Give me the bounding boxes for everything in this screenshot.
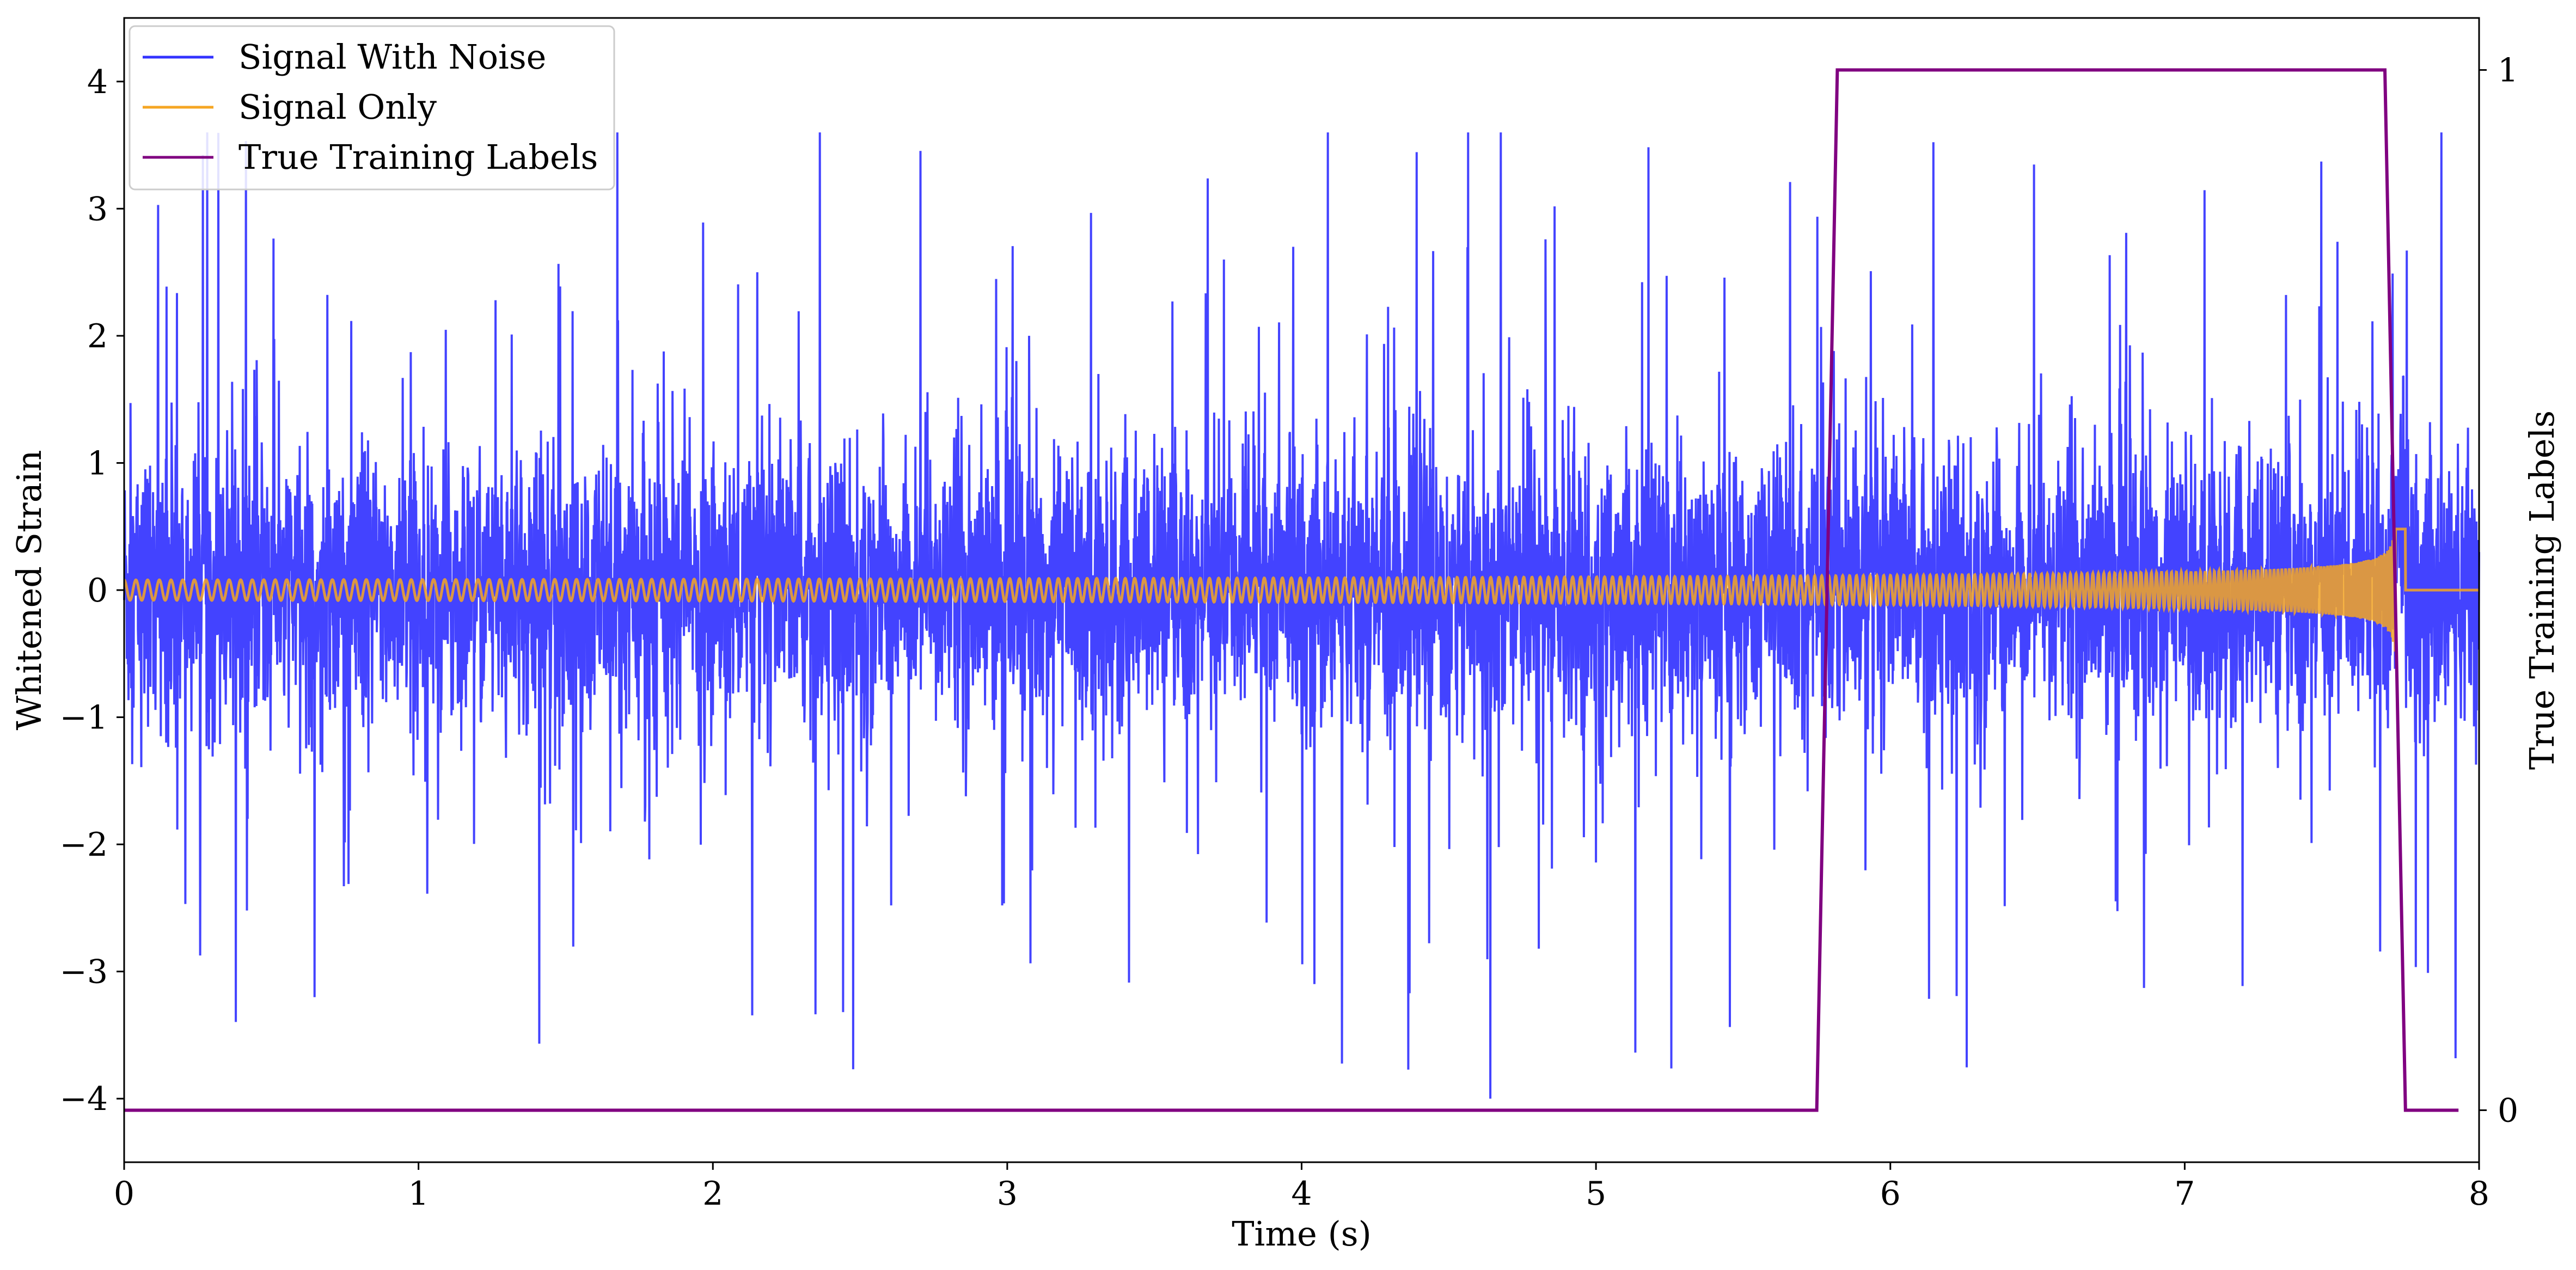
y-axis-label: Whitened Strain bbox=[9, 450, 49, 731]
y2-axis-label: True Training Labels bbox=[2522, 410, 2562, 770]
y-tick-label: −3 bbox=[60, 953, 108, 991]
legend: Signal With Noise Signal Only True Train… bbox=[129, 25, 615, 191]
x-tick-label: 7 bbox=[2174, 1175, 2195, 1213]
x-tick-label: 1 bbox=[408, 1175, 429, 1213]
y-tick-label: −1 bbox=[60, 699, 108, 737]
series-signal-with-noise-line bbox=[123, 132, 2480, 1099]
legend-box bbox=[129, 25, 615, 191]
y-tick-label: 2 bbox=[87, 317, 108, 355]
x-tick-label: 6 bbox=[1880, 1175, 1901, 1213]
y2-tick-label: 0 bbox=[2498, 1091, 2518, 1130]
y-tick-label: 0 bbox=[87, 572, 108, 610]
plot-area bbox=[123, 68, 2480, 1112]
x-tick-label: 8 bbox=[2469, 1175, 2489, 1213]
x-axis-label: Time (s) bbox=[1232, 1214, 1372, 1254]
x-tick-label: 0 bbox=[114, 1175, 134, 1213]
x-tick-label: 5 bbox=[1586, 1175, 1606, 1213]
legend-label-signal-with-noise: Signal With Noise bbox=[238, 37, 546, 77]
x-tick-label: 2 bbox=[702, 1175, 723, 1213]
axes: 0 1 2 3 4 5 6 7 8 −4 −3 −2 −1 0 1 2 3 4 0 1 bbox=[60, 17, 2518, 1213]
series-true-training-labels-line bbox=[124, 68, 2459, 1112]
y-tick-label: −4 bbox=[60, 1080, 108, 1118]
y-tick-label: 1 bbox=[87, 444, 108, 482]
y2-tick-label: 1 bbox=[2498, 52, 2518, 90]
x-tick-label: 3 bbox=[997, 1175, 1018, 1213]
x-tick-label: 4 bbox=[1291, 1175, 1312, 1213]
legend-label-true-training-labels: True Training Labels bbox=[238, 137, 598, 177]
y-tick-label: −2 bbox=[60, 826, 108, 864]
series-signal-only-line bbox=[123, 527, 2479, 652]
legend-label-signal-only: Signal Only bbox=[238, 87, 437, 127]
y-tick-label: 3 bbox=[87, 190, 108, 228]
y-tick-label: 4 bbox=[87, 63, 108, 101]
